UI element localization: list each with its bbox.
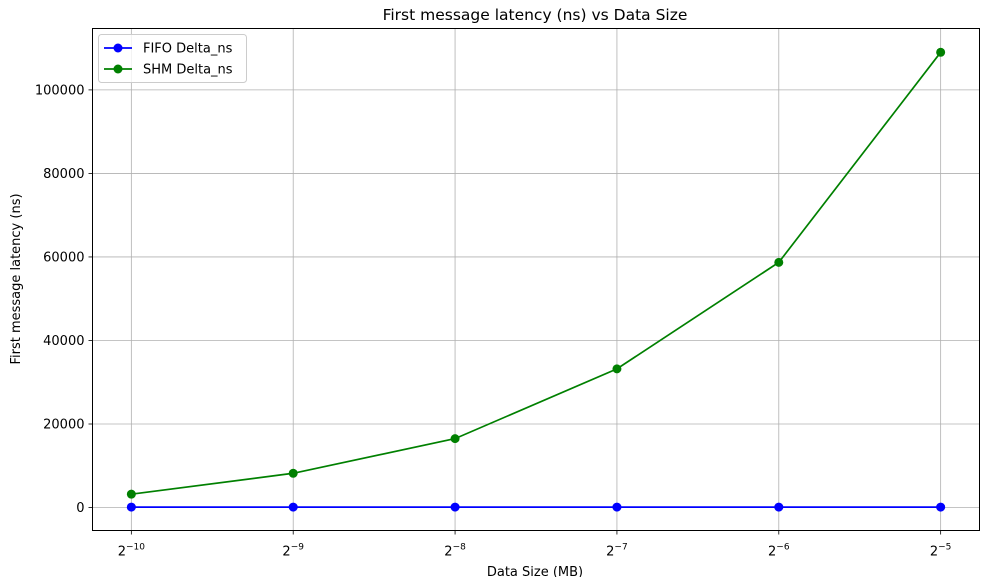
series-line <box>131 51 942 496</box>
x-tick-label: 2−7 <box>606 543 628 560</box>
legend-box <box>98 34 247 83</box>
y-axis-ticks: 0 20000 40000 60000 80000 100000 <box>35 83 93 516</box>
data-point <box>126 489 136 499</box>
plot-frame <box>92 28 980 531</box>
chart-title: First message latency (ns) vs Data Size <box>383 6 688 24</box>
data-point <box>774 502 784 512</box>
data-point <box>936 502 946 512</box>
x-axis-title: Data Size (MB) <box>487 565 583 577</box>
plot-area <box>92 28 980 531</box>
y-axis-title: First message latency (ns) <box>9 193 24 364</box>
x-tick-label: 2−6 <box>768 543 790 560</box>
y-tick-label: 0 <box>76 501 84 516</box>
legend-label: FIFO Delta_ns <box>143 42 233 57</box>
y-tick-label: 100000 <box>35 83 85 98</box>
y-tick-label: 80000 <box>43 167 84 182</box>
legend-marker <box>113 64 123 74</box>
legend-label: SHM Delta_ns <box>143 63 233 78</box>
data-point <box>774 257 784 267</box>
legend-marker <box>113 43 123 53</box>
x-axis-ticks: 2−10 2−9 2−8 2−7 2−6 2−5 <box>118 530 952 560</box>
series-lines <box>126 47 946 512</box>
x-tick-label: 2−8 <box>444 543 466 560</box>
data-point <box>612 502 622 512</box>
data-point <box>450 502 460 512</box>
data-point <box>612 364 622 374</box>
y-tick-label: 20000 <box>43 418 84 433</box>
data-point <box>288 468 298 478</box>
data-point <box>450 434 460 444</box>
x-tick-label: 2−5 <box>930 543 952 560</box>
x-tick-label: 2−9 <box>282 543 304 560</box>
data-point <box>288 502 298 512</box>
x-tick-label: 2−10 <box>118 543 146 560</box>
data-point <box>126 502 136 512</box>
y-tick-label: 60000 <box>43 250 84 265</box>
y-tick-label: 40000 <box>43 334 84 349</box>
data-point <box>936 47 946 57</box>
legend: FIFO Delta_ns SHM Delta_ns <box>98 34 247 83</box>
